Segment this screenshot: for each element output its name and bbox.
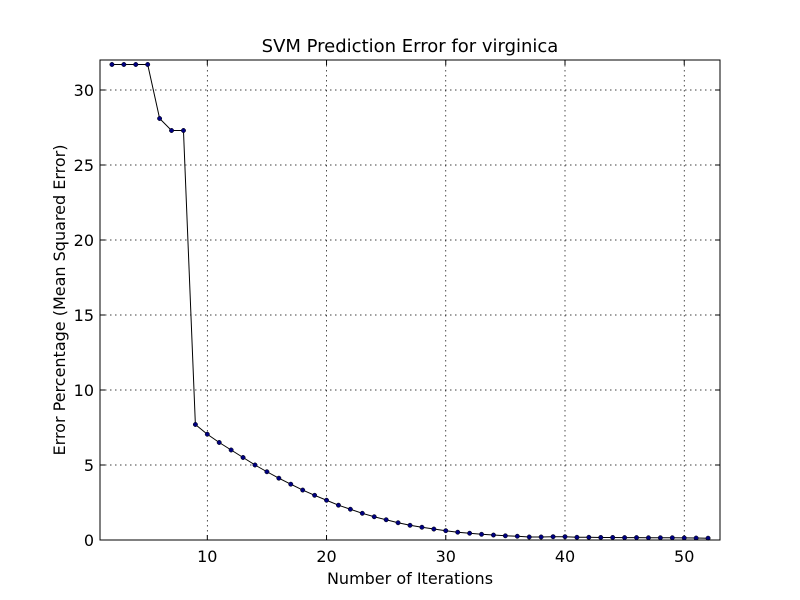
data-point — [347, 506, 353, 512]
data-point — [312, 492, 318, 498]
chart-title: SVM Prediction Error for virginica — [262, 36, 559, 57]
data-point — [252, 462, 258, 468]
data-point — [371, 514, 377, 520]
plot-frame — [99, 59, 721, 541]
y-axis-label: Error Percentage (Mean Squared Error) — [50, 145, 69, 456]
data-point — [288, 481, 294, 487]
data-point — [204, 431, 210, 437]
data-point — [419, 524, 425, 530]
data-point — [514, 533, 520, 539]
data-point — [383, 517, 389, 523]
data-point — [550, 534, 556, 540]
x-tick-label: 40 — [555, 547, 575, 566]
data-point — [395, 520, 401, 526]
data-point — [634, 535, 639, 541]
y-tick-label: 10 — [74, 381, 94, 400]
data-point — [681, 535, 687, 541]
grid — [100, 60, 720, 541]
y-tick-label: 15 — [74, 306, 94, 325]
data-point — [109, 62, 115, 67]
x-axis-label: Number of Iterations — [327, 569, 493, 588]
data-point — [276, 475, 282, 481]
data-point — [622, 535, 628, 541]
x-tick-label: 30 — [436, 547, 456, 566]
data-point — [264, 469, 270, 475]
data-point — [646, 535, 651, 541]
data-point — [526, 534, 532, 540]
data-point — [300, 487, 306, 493]
y-tick-label: 30 — [74, 81, 94, 100]
data-point — [169, 128, 174, 133]
data-point — [657, 535, 663, 541]
data-point — [598, 535, 604, 540]
data-point — [157, 116, 163, 121]
data-point — [192, 422, 198, 427]
x-tick-label: 20 — [316, 547, 336, 566]
series — [109, 62, 711, 541]
data-point — [538, 534, 544, 540]
x-tick-label: 10 — [197, 547, 217, 566]
data-point — [181, 128, 186, 133]
data-point — [336, 502, 341, 508]
data-point — [228, 447, 234, 453]
data-point — [133, 62, 139, 67]
y-tick-label: 20 — [74, 231, 94, 250]
data-point — [479, 531, 484, 537]
data-point — [586, 534, 592, 540]
data-point — [431, 526, 437, 532]
data-point — [574, 534, 580, 540]
ticks: 10 20 30 40 50 0 5 10 15 20 25 30 — [74, 60, 720, 566]
data-point — [121, 62, 127, 67]
y-tick-label: 5 — [84, 456, 94, 475]
data-point — [491, 532, 496, 538]
data-point — [502, 533, 508, 539]
y-tick-label: 25 — [74, 156, 94, 175]
data-point — [240, 455, 246, 460]
data-point — [562, 534, 568, 540]
data-point — [324, 497, 329, 503]
data-point — [443, 528, 449, 534]
data-point — [145, 62, 151, 67]
x-tick-label: 50 — [674, 547, 694, 566]
data-point — [467, 530, 473, 536]
data-point — [216, 440, 222, 445]
y-tick-label: 0 — [84, 531, 94, 550]
data-point — [407, 522, 413, 528]
data-point — [610, 535, 616, 540]
data-point — [359, 510, 365, 516]
data-point — [669, 535, 675, 541]
data-point — [455, 529, 461, 535]
